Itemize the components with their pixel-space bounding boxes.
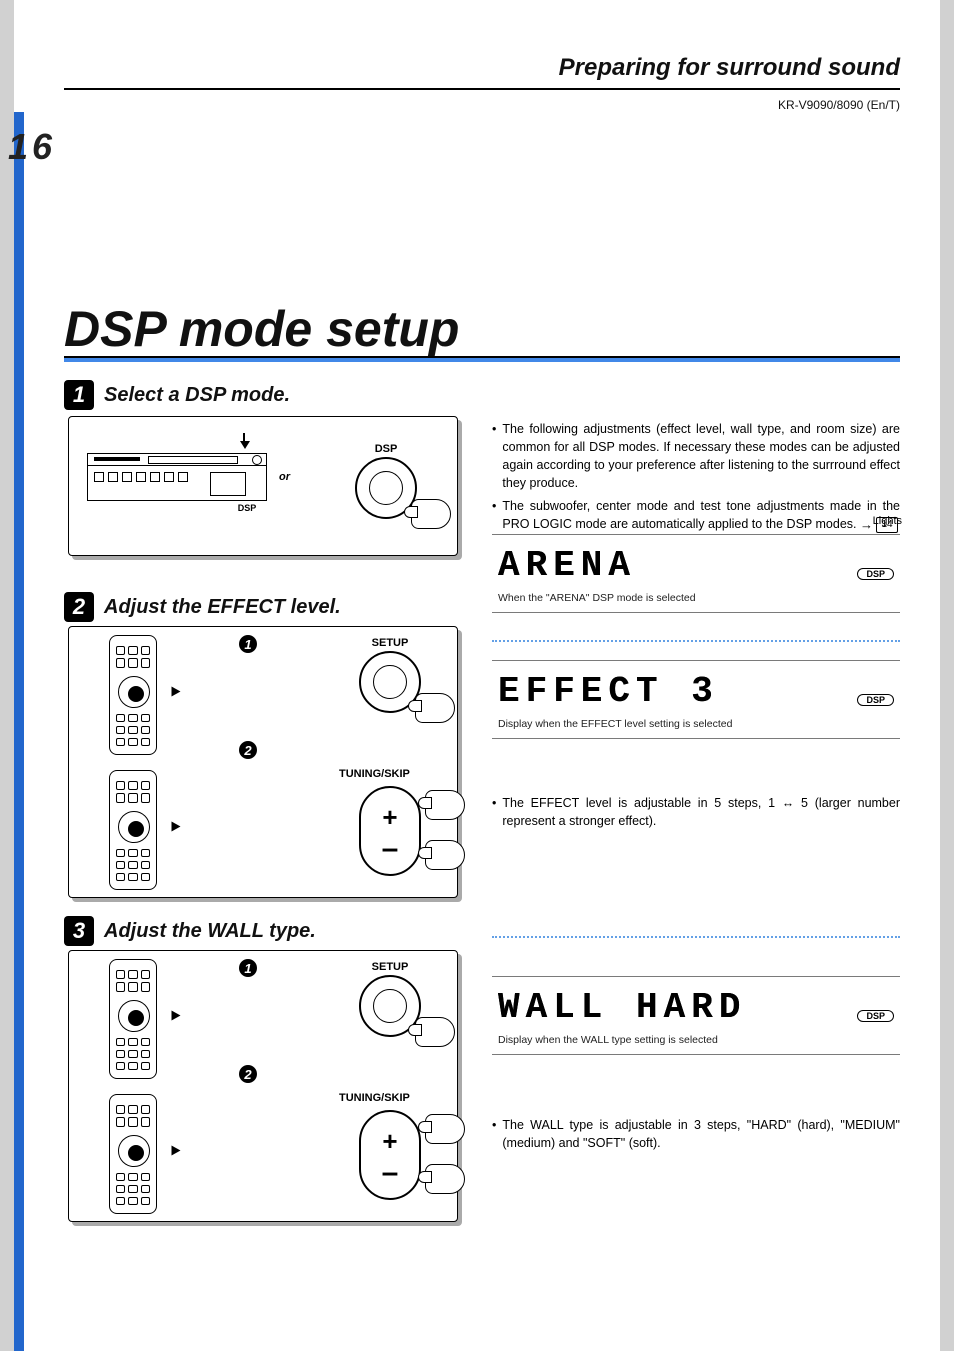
- plus-icon: +: [361, 802, 419, 833]
- segment-display-text: ARENA: [498, 545, 894, 586]
- dsp-indicator-badge: DSP: [857, 568, 894, 580]
- dsp-knob-label: DSP: [357, 443, 415, 455]
- step-badge-1: 1: [64, 380, 94, 410]
- press-hand-icon: [425, 1114, 465, 1144]
- dsp-knob-icon: DSP: [355, 457, 417, 519]
- notes-block-1: • The following adjustments (effect leve…: [492, 420, 900, 538]
- step-1-heading: 1 Select a DSP mode.: [64, 380, 290, 410]
- page-title: DSP mode setup: [64, 300, 459, 358]
- display-caption: Display when the EFFECT level setting is…: [498, 718, 894, 730]
- display-caption: When the "ARENA" DSP mode is selected: [498, 592, 894, 604]
- remote-icon: [109, 1094, 157, 1214]
- title-underline: [64, 356, 900, 362]
- header-rule: [64, 88, 900, 90]
- bullet-dot: •: [492, 794, 496, 830]
- or-label: or: [279, 471, 290, 483]
- dotted-divider: [492, 640, 900, 642]
- note-text: The WALL type is adjustable in 3 steps, …: [502, 1116, 900, 1152]
- tuning-skip-button-icon: + –: [359, 786, 421, 876]
- note-text: The subwoofer, center mode and test tone…: [502, 497, 900, 535]
- dsp-indicator-badge: DSP: [857, 1010, 894, 1022]
- press-hand-icon: [411, 499, 451, 529]
- tuning-label: TUNING/SKIP: [339, 1092, 410, 1104]
- reference-arrow-icon: →: [860, 517, 873, 532]
- effect-note: • The EFFECT level is adjustable in 5 st…: [492, 794, 900, 834]
- minus-icon: –: [361, 1156, 419, 1190]
- illustration-step-1: DSP or DSP: [68, 416, 458, 556]
- press-hand-icon: [415, 1017, 455, 1047]
- page: 16 Preparing for surround sound KR-V9090…: [14, 0, 940, 1351]
- step-3-heading: 3 Adjust the WALL type.: [64, 916, 316, 946]
- illustration-step-2: 1 2 SETUP TUNING/SKIP + –: [68, 626, 458, 898]
- press-hand-icon: [415, 693, 455, 723]
- note-text: The EFFECT level is adjustable in 5 step…: [502, 794, 900, 830]
- illustration-step-3: 1 2 SETUP TUNING/SKIP + –: [68, 950, 458, 1222]
- remote-callout-2: 2: [239, 741, 257, 759]
- left-rail: [14, 112, 24, 1351]
- display-panel-wall: WALL HARD DSP Display when the WALL type…: [492, 976, 900, 1055]
- segment-display-text: WALL HARD: [498, 987, 894, 1028]
- remote-callout-2: 2: [239, 1065, 257, 1083]
- setup-label: SETUP: [361, 961, 419, 973]
- remote-icon: [109, 635, 157, 755]
- setup-knob-icon: SETUP: [359, 975, 421, 1037]
- step-title-2: Adjust the EFFECT level.: [104, 596, 341, 619]
- segment-display-text: EFFECT 3: [498, 671, 894, 712]
- step-title-3: Adjust the WALL type.: [104, 920, 316, 943]
- wall-note: • The WALL type is adjustable in 3 steps…: [492, 1116, 900, 1156]
- press-hand-icon: [425, 840, 465, 870]
- receiver-diagram: [87, 453, 267, 501]
- tuning-skip-button-icon: + –: [359, 1110, 421, 1200]
- press-hand-icon: [425, 1164, 465, 1194]
- plus-icon: +: [361, 1126, 419, 1157]
- lights-label: Lights: [873, 515, 902, 527]
- remote-callout-1: 1: [239, 635, 257, 653]
- setup-knob-icon: SETUP: [359, 651, 421, 713]
- note-text: The following adjustments (effect level,…: [502, 420, 900, 493]
- remote-icon: [109, 959, 157, 1079]
- step-2-heading: 2 Adjust the EFFECT level.: [64, 592, 341, 622]
- step-title-1: Select a DSP mode.: [104, 384, 290, 407]
- press-hand-icon: [425, 790, 465, 820]
- dotted-divider: [492, 936, 900, 938]
- display-caption: Display when the WALL type setting is se…: [498, 1034, 894, 1046]
- display-panel-effect: EFFECT 3 DSP Display when the EFFECT lev…: [492, 660, 900, 739]
- double-arrow-icon: ↔: [782, 796, 795, 810]
- remote-callout-1: 1: [239, 959, 257, 977]
- page-number: 16: [8, 126, 56, 168]
- bullet-dot: •: [492, 420, 496, 493]
- step-badge-2: 2: [64, 592, 94, 622]
- dsp-indicator-badge: DSP: [857, 694, 894, 706]
- header-section-title: Preparing for surround sound: [559, 54, 900, 82]
- receiver-dsp-label: DSP: [223, 503, 271, 513]
- bullet-dot: •: [492, 1116, 496, 1152]
- minus-icon: –: [361, 832, 419, 866]
- header-model: KR-V9090/8090 (En/T): [778, 98, 900, 112]
- tuning-label: TUNING/SKIP: [339, 768, 410, 780]
- display-panel-arena: Lights ARENA DSP When the "ARENA" DSP mo…: [492, 534, 900, 613]
- bullet-dot: •: [492, 497, 496, 535]
- setup-label: SETUP: [361, 637, 419, 649]
- step-badge-3: 3: [64, 916, 94, 946]
- remote-icon: [109, 770, 157, 890]
